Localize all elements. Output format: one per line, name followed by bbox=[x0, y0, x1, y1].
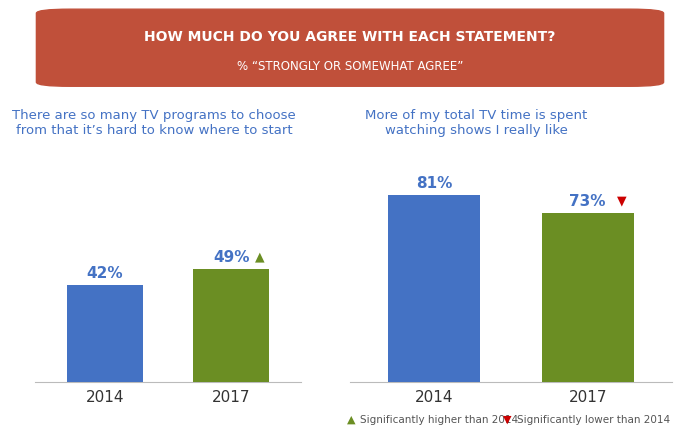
Text: Significantly lower than 2014: Significantly lower than 2014 bbox=[517, 415, 670, 424]
Text: ▲: ▲ bbox=[346, 415, 355, 424]
Text: 81%: 81% bbox=[416, 176, 452, 190]
Text: 42%: 42% bbox=[86, 266, 123, 281]
Text: More of my total TV time is spent
watching shows I really like: More of my total TV time is spent watchi… bbox=[365, 109, 587, 137]
Text: 73%: 73% bbox=[569, 194, 606, 209]
Bar bbox=[193, 269, 270, 382]
Text: ▲: ▲ bbox=[256, 250, 265, 263]
FancyBboxPatch shape bbox=[36, 9, 664, 86]
Text: ▼: ▼ bbox=[503, 415, 511, 424]
Bar bbox=[542, 213, 634, 382]
Text: ▼: ▼ bbox=[617, 194, 626, 207]
Bar bbox=[66, 285, 143, 382]
Text: Significantly higher than 2014: Significantly higher than 2014 bbox=[360, 415, 519, 424]
Text: There are so many TV programs to choose
from that it’s hard to know where to sta: There are so many TV programs to choose … bbox=[12, 109, 296, 137]
Bar bbox=[389, 195, 480, 382]
Text: 49%: 49% bbox=[213, 250, 250, 265]
Text: % “STRONGLY OR SOMEWHAT AGREE”: % “STRONGLY OR SOMEWHAT AGREE” bbox=[237, 60, 463, 74]
Text: HOW MUCH DO YOU AGREE WITH EACH STATEMENT?: HOW MUCH DO YOU AGREE WITH EACH STATEMEN… bbox=[144, 30, 556, 44]
